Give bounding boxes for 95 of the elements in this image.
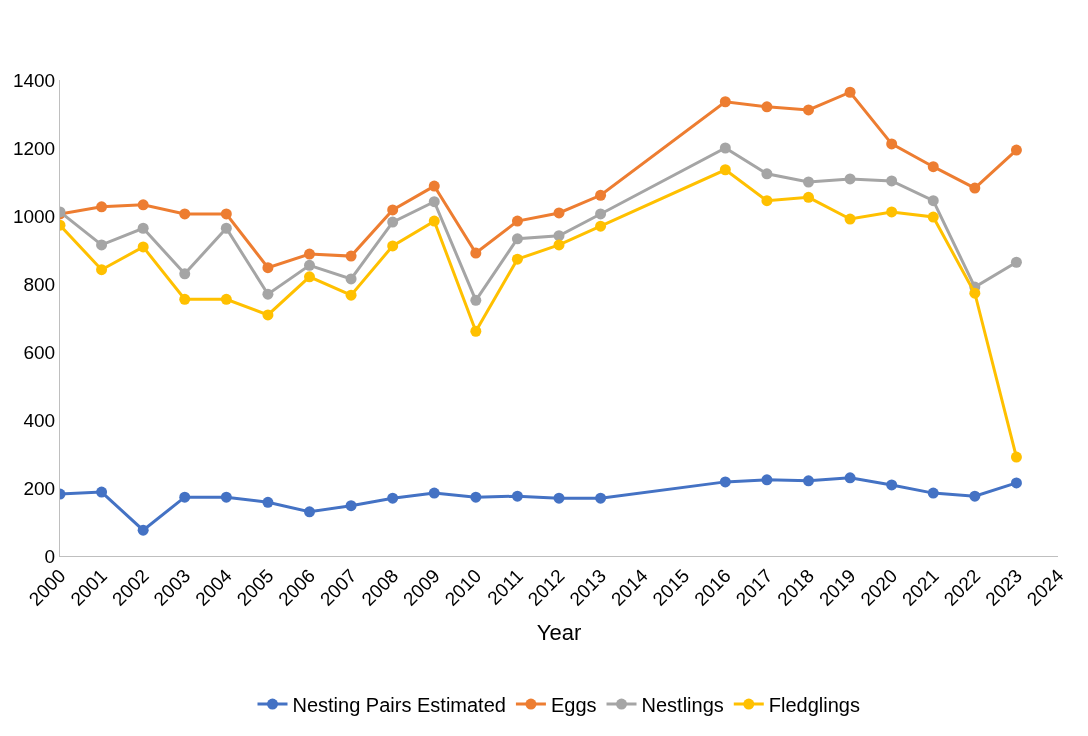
point bbox=[553, 492, 565, 504]
point bbox=[886, 175, 898, 187]
point bbox=[304, 506, 315, 518]
point bbox=[96, 264, 108, 276]
point bbox=[886, 138, 898, 150]
point bbox=[1010, 477, 1022, 489]
point bbox=[428, 487, 440, 499]
legend-label: Nesting Pairs Estimated bbox=[292, 693, 506, 716]
point bbox=[595, 189, 607, 201]
point bbox=[1010, 144, 1022, 156]
point bbox=[1010, 256, 1022, 268]
point bbox=[927, 161, 939, 173]
point bbox=[137, 199, 149, 211]
point bbox=[470, 247, 482, 259]
point bbox=[595, 492, 607, 504]
y-tick-label: 0 bbox=[44, 545, 56, 567]
point bbox=[595, 208, 607, 220]
point bbox=[428, 196, 440, 208]
point bbox=[803, 104, 814, 116]
point bbox=[470, 325, 482, 337]
point bbox=[220, 208, 232, 220]
y-tick-label: 600 bbox=[23, 341, 56, 363]
point bbox=[470, 294, 482, 306]
point bbox=[262, 309, 274, 321]
point bbox=[719, 142, 731, 154]
legend-label: Nestlings bbox=[641, 693, 724, 716]
point bbox=[262, 496, 274, 508]
point bbox=[844, 173, 856, 185]
point bbox=[553, 207, 565, 219]
point bbox=[179, 208, 191, 220]
point bbox=[179, 491, 191, 503]
point bbox=[96, 201, 108, 213]
point bbox=[844, 213, 856, 225]
point bbox=[137, 222, 149, 234]
point bbox=[387, 240, 399, 252]
point bbox=[345, 250, 357, 262]
point bbox=[220, 222, 232, 234]
point bbox=[969, 182, 981, 194]
point bbox=[387, 492, 399, 504]
point bbox=[96, 239, 108, 251]
point bbox=[304, 271, 315, 283]
y-tick-label: 1200 bbox=[12, 137, 56, 159]
legend-label: Fledglings bbox=[768, 693, 860, 716]
point bbox=[470, 491, 482, 503]
point bbox=[844, 86, 856, 98]
point bbox=[761, 195, 773, 207]
point bbox=[844, 472, 856, 484]
point bbox=[511, 215, 523, 227]
point bbox=[179, 268, 191, 280]
point bbox=[262, 262, 274, 274]
point bbox=[137, 241, 149, 253]
point bbox=[761, 474, 773, 486]
point bbox=[345, 273, 357, 285]
point bbox=[220, 293, 232, 305]
point bbox=[345, 289, 357, 301]
point bbox=[511, 233, 523, 245]
point bbox=[719, 164, 731, 176]
point bbox=[179, 293, 191, 305]
point bbox=[969, 287, 981, 299]
point bbox=[761, 168, 773, 180]
y-tick-label: 1400 bbox=[12, 69, 56, 91]
point bbox=[511, 253, 523, 265]
point bbox=[886, 206, 898, 218]
x-axis-title: Year bbox=[536, 619, 582, 645]
y-tick-label: 800 bbox=[23, 273, 56, 295]
point bbox=[387, 216, 399, 228]
point bbox=[803, 176, 814, 188]
legend-label: Eggs bbox=[550, 693, 597, 716]
point bbox=[803, 191, 814, 203]
y-tick-label: 1000 bbox=[12, 205, 56, 227]
point bbox=[345, 500, 357, 512]
y-tick-label: 200 bbox=[23, 477, 56, 499]
point bbox=[553, 239, 565, 251]
point bbox=[428, 215, 440, 227]
point bbox=[220, 491, 232, 503]
point bbox=[719, 96, 731, 108]
point bbox=[1010, 451, 1022, 463]
point bbox=[304, 259, 315, 271]
point bbox=[927, 195, 939, 207]
point bbox=[886, 479, 898, 491]
point bbox=[927, 211, 939, 223]
point bbox=[262, 288, 274, 300]
point bbox=[803, 475, 814, 487]
point bbox=[719, 476, 731, 488]
point bbox=[96, 486, 108, 498]
point bbox=[387, 204, 399, 216]
point bbox=[761, 101, 773, 113]
point bbox=[304, 248, 315, 260]
point bbox=[428, 180, 440, 192]
point bbox=[969, 490, 981, 502]
point bbox=[595, 220, 607, 232]
point bbox=[137, 524, 149, 536]
point bbox=[511, 490, 523, 502]
y-tick-label: 400 bbox=[23, 409, 56, 431]
point bbox=[927, 487, 939, 499]
